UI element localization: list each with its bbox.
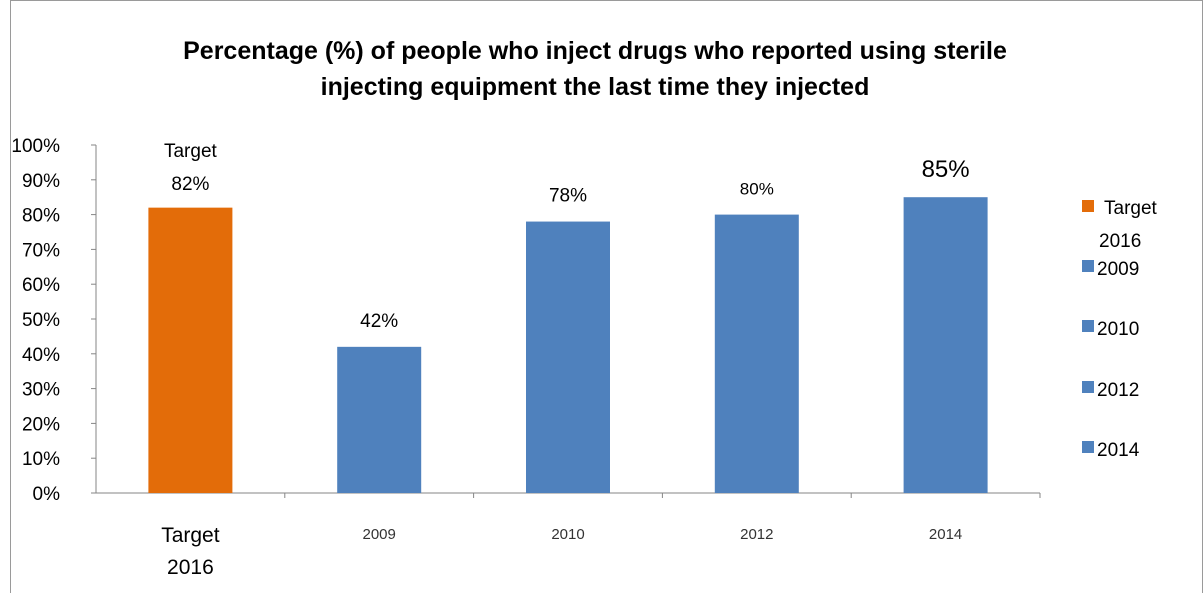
legend-swatch xyxy=(1082,320,1094,332)
data-label: 42% xyxy=(360,311,398,332)
y-tick-label: 80% xyxy=(22,206,60,227)
y-tick-label: 20% xyxy=(22,414,60,435)
y-tick-label: 10% xyxy=(22,449,60,470)
chart-title-line-2: injecting equipment the last time they i… xyxy=(321,73,870,101)
legend-label: 2010 xyxy=(1097,319,1139,340)
data-labels: Target 82% 42% 78% 80% 85% xyxy=(164,141,970,332)
legend-swatch xyxy=(1082,441,1094,453)
y-tick-label: 90% xyxy=(22,171,60,192)
legend-swatch xyxy=(1082,260,1094,272)
axes: 0% 10% 20% 30% 40% 50% 60% 70% 80% 90% 100% xyxy=(11,136,1041,505)
y-tick-label: 50% xyxy=(22,310,60,331)
bar xyxy=(526,221,610,493)
legend-label: 2016 xyxy=(1099,231,1141,252)
data-label: 80% xyxy=(740,180,774,199)
y-tick-label: 100% xyxy=(11,136,60,157)
data-label: 78% xyxy=(549,186,587,207)
legend-label: Target xyxy=(1104,198,1158,219)
category-label: Target xyxy=(161,524,220,547)
legend-label: 2012 xyxy=(1097,380,1139,401)
y-tick-label: 70% xyxy=(22,240,60,261)
bar xyxy=(903,197,988,493)
category-label: 2016 xyxy=(167,556,214,579)
legend-swatch xyxy=(1082,200,1094,212)
category-label: 2009 xyxy=(363,526,396,543)
bars xyxy=(148,197,988,493)
data-label: 82% xyxy=(171,174,209,195)
bar xyxy=(714,214,799,493)
legend-label: 2014 xyxy=(1097,440,1140,461)
chart-title-line-1: Percentage (%) of people who inject drug… xyxy=(183,37,1007,65)
legend: Target 2016 2009 2010 2012 2014 xyxy=(1082,198,1158,461)
category-label: 2014 xyxy=(929,526,962,543)
category-label: 2010 xyxy=(551,526,584,543)
y-tick-label: 40% xyxy=(22,345,60,366)
legend-label: 2009 xyxy=(1097,259,1139,280)
data-label-prefix: Target xyxy=(164,141,218,162)
y-tick-label: 0% xyxy=(33,484,61,505)
y-tick-label: 30% xyxy=(22,380,60,401)
bar xyxy=(148,207,233,493)
category-labels: Target 2016 2009 2010 2012 2014 xyxy=(161,524,962,579)
bar xyxy=(337,346,422,493)
y-tick-label: 60% xyxy=(22,275,60,296)
category-label: 2012 xyxy=(740,526,773,543)
data-label: 85% xyxy=(922,156,970,183)
legend-swatch xyxy=(1082,381,1094,393)
